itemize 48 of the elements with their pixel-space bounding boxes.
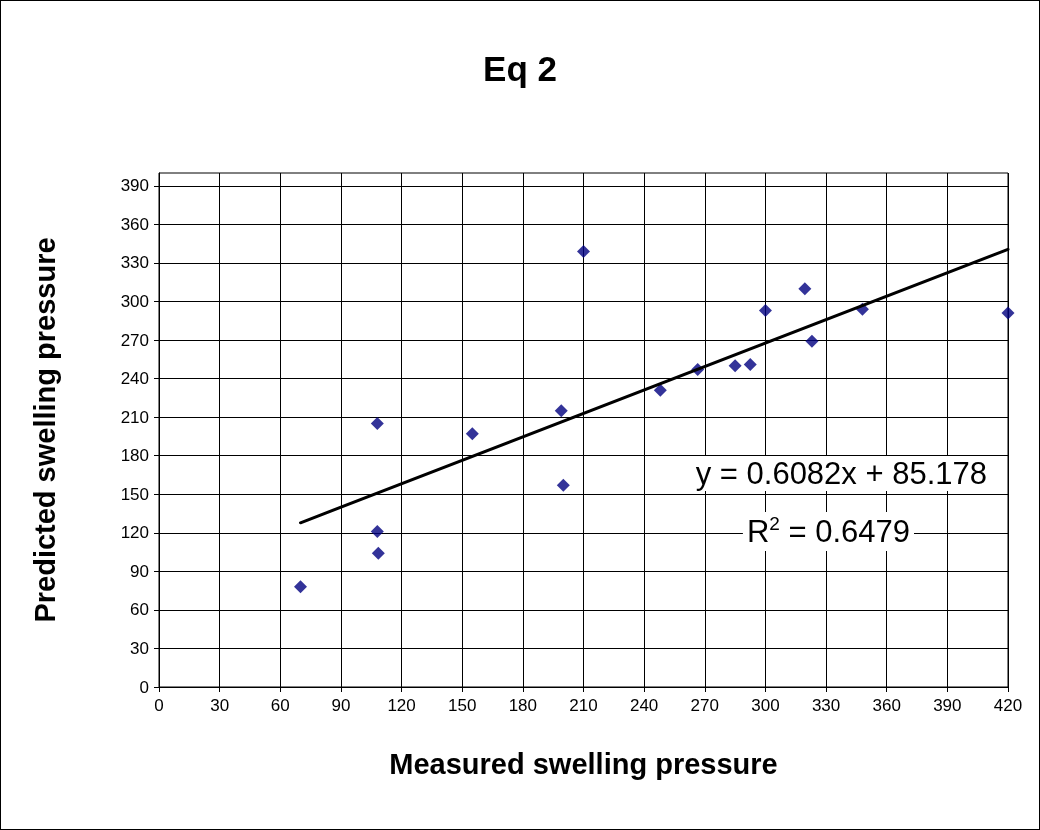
point [465,427,479,441]
x-tick-label: 210 [569,696,598,715]
x-tick-label: 180 [508,696,538,715]
y-tick-label: 90 [130,561,149,581]
x-tick-label: 120 [387,696,416,715]
x-tick-label: 420 [993,696,1023,715]
x-axis-title: Measured swelling pressure [389,747,778,780]
point [371,546,385,560]
y-tick-label: 270 [120,330,149,350]
x-tick-label: 330 [811,696,841,715]
y-tick-label: 30 [130,638,149,658]
point [743,357,757,371]
point [798,282,812,296]
chart-title: Eq 2 [483,49,557,88]
y-tick-label: 210 [120,407,149,427]
y-tick-label: 390 [120,176,149,196]
y-tick-label: 180 [120,446,149,466]
point [758,303,772,317]
y-tick-label: 0 [139,677,149,697]
x-tick-label: 360 [872,696,901,715]
point [653,383,667,397]
y-tick-label: 240 [120,369,149,389]
x-tick-label: 300 [751,696,780,715]
point [1001,306,1015,320]
x-tick-label: 390 [933,696,962,715]
annotation: y = 0.6082x + 85.178 [695,456,988,491]
point [556,478,570,492]
x-tick-label: 270 [690,696,719,715]
y-tick-label: 300 [120,292,149,311]
x-tick-label: 0 [154,696,164,715]
y-tick-label: 360 [120,214,149,234]
y-tick-label: 120 [120,523,149,543]
point [805,334,819,348]
point [577,244,590,258]
x-tick-label: 90 [331,696,351,715]
x-tick-label: 30 [210,696,230,715]
point [370,525,384,539]
y-tick-label: 330 [120,253,149,273]
x-tick-label: 240 [629,696,659,715]
y-axis-title: Predicted swelling pressure [28,237,61,623]
point [294,580,307,594]
x-tick-label: 150 [448,696,477,715]
point [370,417,384,431]
point [554,404,568,418]
point [728,359,742,373]
x-tick-label: 60 [270,696,290,715]
y-tick-label: 150 [120,484,149,504]
y-tick-label: 60 [130,600,149,620]
